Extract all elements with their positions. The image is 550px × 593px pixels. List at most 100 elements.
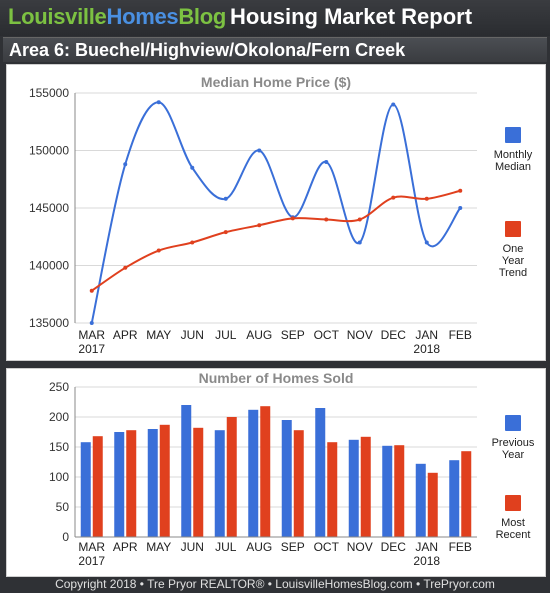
x-tick-label: APR: [113, 540, 138, 554]
median-price-chart: 135000 140000 145000 150000 155000 Median Hom…: [29, 74, 477, 356]
bar-previous-year: [114, 432, 125, 537]
legend-label-line: Recent: [495, 529, 531, 541]
brand-part-louisville: Louisville: [8, 4, 107, 29]
y-tick-label: 200: [49, 410, 69, 424]
data-point: [424, 240, 429, 245]
legend-one-year-trend: One Year Trend: [485, 221, 541, 279]
x-tick-label: SEP: [281, 540, 305, 554]
bar-previous-year: [80, 442, 91, 537]
footer-copyright: Copyright 2018 • Tre Pryor REALTOR® • Lo…: [55, 577, 495, 591]
y-tick-label: 155000: [29, 86, 69, 100]
bar-most-recent: [193, 427, 204, 537]
bar-most-recent: [260, 406, 271, 537]
x-tick-label: APR: [113, 328, 138, 342]
data-point: [357, 240, 362, 245]
x-year-label: 2018: [413, 342, 440, 356]
header-bar: LouisvilleHomesBlog Housing Market Repor…: [0, 0, 550, 36]
median-price-panel: 135000 140000 145000 150000 155000 Median Hom…: [6, 64, 546, 361]
bar-previous-year: [248, 409, 259, 537]
x-year-label: 2017: [78, 554, 105, 568]
data-point: [458, 206, 463, 210]
x-tick-label: MAY: [146, 540, 171, 554]
data-point: [424, 196, 429, 201]
data-point: [89, 288, 94, 293]
legend-monthly-median: Monthly Median: [485, 127, 541, 173]
bar-previous-year: [415, 463, 426, 537]
bar-previous-year: [449, 460, 460, 537]
data-point: [156, 248, 161, 253]
legend-previous-year: Previous Year: [485, 415, 541, 461]
data-point: [257, 148, 262, 153]
x-tick-label: JAN: [415, 540, 438, 554]
brand-logo[interactable]: LouisvilleHomesBlog: [8, 4, 226, 30]
x-tick-label: NOV: [347, 540, 373, 554]
bar-previous-year: [147, 429, 158, 537]
homes-sold-chart: 0 50 100 150 200 250 Number of Homes Sold MAR AP…: [49, 370, 477, 568]
data-point: [123, 162, 128, 167]
data-point: [290, 216, 295, 221]
data-point: [223, 196, 228, 201]
bar-previous-year: [348, 439, 359, 537]
data-point: [257, 223, 262, 228]
legend-label-line: Most: [501, 517, 525, 529]
x-tick-label: SEP: [281, 328, 305, 342]
x-year-label: 2018: [413, 554, 440, 568]
data-point: [123, 265, 128, 270]
bar-previous-year: [382, 445, 393, 537]
legend-label-line: Year: [501, 255, 525, 267]
legend-label-line: One: [502, 243, 524, 255]
x-tick-label: AUG: [246, 540, 272, 554]
x-tick-label: FEB: [449, 328, 472, 342]
x-tick-label: JUN: [181, 540, 204, 554]
data-point: [391, 195, 396, 200]
series-line-one-year-trend: [91, 189, 461, 292]
chart-title: Median Home Price ($): [201, 74, 351, 90]
y-tick-label: 150: [49, 440, 69, 454]
data-point: [190, 240, 195, 245]
legend-label-line: Trend: [498, 267, 528, 279]
bar-most-recent: [293, 430, 304, 537]
report-title: Housing Market Report: [230, 4, 473, 29]
x-tick-label: DEC: [381, 540, 407, 554]
data-point: [458, 188, 463, 193]
homes-sold-panel: 0 50 100 150 200 250 Number of Homes Sold MAR AP…: [6, 368, 546, 577]
area-title: Area 6: Buechel/Highview/Okolona/Fern Cr…: [9, 40, 406, 60]
legend-swatch-red: [505, 495, 521, 511]
y-tick-label: 135000: [29, 316, 69, 330]
bar-most-recent: [226, 417, 237, 537]
x-tick-label: JUL: [215, 540, 237, 554]
data-point: [391, 102, 396, 107]
data-point: [223, 230, 228, 235]
chart-title: Number of Homes Sold: [199, 370, 354, 386]
brand-part-homes: Homes: [106, 4, 179, 29]
bar-most-recent: [427, 472, 438, 537]
y-tick-label: 250: [49, 380, 69, 394]
legend-label-line: Previous: [491, 437, 535, 449]
legend-swatch-blue: [505, 127, 521, 143]
x-tick-label: JUN: [181, 328, 204, 342]
bar-most-recent: [159, 424, 170, 537]
y-tick-label: 100: [49, 470, 69, 484]
x-tick-label: JAN: [415, 328, 438, 342]
legend-label-line: Year: [501, 449, 525, 461]
y-tick-label: 150000: [29, 144, 69, 158]
series-line-monthly-median: [90, 101, 462, 324]
x-tick-label: OCT: [314, 328, 340, 342]
y-tick-label: 145000: [29, 201, 69, 215]
x-year-label: 2017: [78, 342, 105, 356]
x-tick-label: FEB: [449, 540, 472, 554]
bar-previous-year: [214, 430, 225, 537]
legend-label-line: Median: [494, 161, 532, 173]
legend-most-recent: Most Recent: [485, 495, 541, 541]
data-point: [156, 100, 161, 105]
data-point: [89, 321, 94, 325]
data-point: [190, 165, 195, 170]
x-tick-label: DEC: [381, 328, 407, 342]
x-tick-label: MAR: [78, 328, 105, 342]
x-tick-label: JUL: [215, 328, 237, 342]
bar-most-recent: [327, 442, 338, 537]
y-tick-label: 50: [56, 500, 70, 514]
legend-swatch-blue: [505, 415, 521, 431]
bar-previous-year: [315, 408, 326, 537]
x-tick-label: MAR: [78, 540, 105, 554]
